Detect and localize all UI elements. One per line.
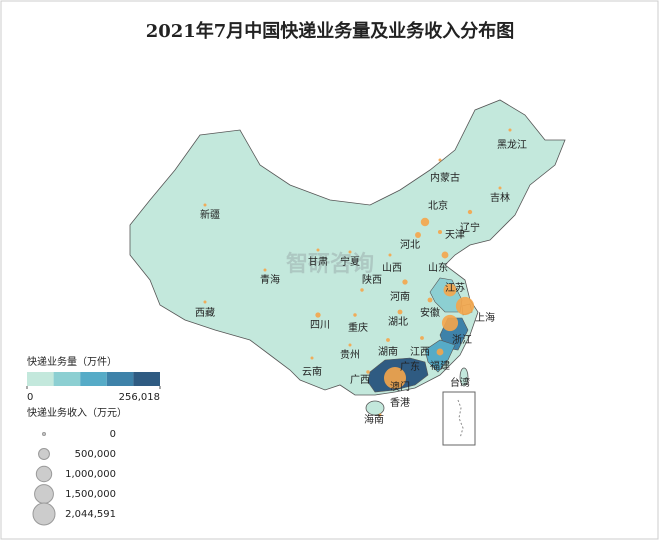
revenue-bubble bbox=[378, 413, 382, 417]
color-swatch bbox=[133, 372, 160, 386]
revenue-bubble bbox=[498, 186, 502, 190]
revenue-bubble bbox=[467, 209, 473, 215]
province-label: 北京 bbox=[428, 199, 448, 212]
revenue-bubble bbox=[402, 279, 408, 285]
province-label: 山东 bbox=[428, 261, 448, 274]
revenue-bubble bbox=[348, 250, 352, 254]
revenue-bubble bbox=[441, 314, 459, 332]
province-label: 四川 bbox=[310, 320, 330, 331]
province-label: 湖南 bbox=[378, 345, 398, 358]
revenue-bubble bbox=[203, 300, 207, 304]
revenue-bubble bbox=[415, 232, 421, 238]
revenue-bubble bbox=[397, 309, 403, 315]
revenue-bubble bbox=[263, 268, 267, 272]
revenue-bubble bbox=[315, 312, 321, 318]
size-label: 1,000,000 bbox=[65, 469, 116, 480]
province-label: 上海 bbox=[475, 311, 495, 324]
province-label: 辽宁 bbox=[460, 221, 480, 234]
size-label: 500,000 bbox=[75, 449, 116, 460]
province-label: 香港 bbox=[390, 397, 410, 409]
revenue-bubble bbox=[441, 251, 449, 259]
revenue-bubble bbox=[316, 248, 320, 252]
size-swatch bbox=[38, 448, 50, 460]
province-label: 宁夏 bbox=[340, 255, 360, 268]
province-label: 广西 bbox=[350, 374, 370, 386]
province-region bbox=[424, 339, 456, 373]
province-label: 福建 bbox=[430, 359, 450, 372]
title: 2021年7月中国快递业务量及业务收入分布图 bbox=[146, 20, 515, 42]
revenue-bubble bbox=[388, 253, 392, 257]
revenue-bubble bbox=[386, 338, 390, 342]
hainan-island bbox=[365, 400, 385, 416]
revenue-bubble bbox=[427, 297, 433, 303]
watermark: 智研咨询 bbox=[286, 251, 374, 277]
revenue-bubble bbox=[310, 356, 314, 360]
province-label: 内蒙古 bbox=[430, 171, 460, 184]
size-label: 0 bbox=[110, 429, 116, 440]
revenue-legend-title: 快递业务收入（万元） bbox=[27, 406, 127, 419]
color-tick-label: 256,018 bbox=[119, 392, 160, 403]
size-label: 1,500,000 bbox=[65, 489, 116, 500]
province-label: 浙江 bbox=[452, 334, 472, 346]
revenue-bubble bbox=[384, 367, 406, 389]
size-swatch bbox=[42, 432, 46, 436]
revenue-bubble bbox=[353, 313, 357, 317]
province-label: 江西 bbox=[410, 346, 430, 358]
province-label: 海南 bbox=[364, 413, 384, 426]
province-label: 天津 bbox=[445, 229, 465, 241]
province-label: 湖北 bbox=[388, 316, 408, 328]
size-label: 2,044,591 bbox=[65, 509, 116, 520]
province-label: 青海 bbox=[260, 273, 280, 286]
province-label: 贵州 bbox=[340, 348, 360, 361]
province-label: 山西 bbox=[382, 262, 402, 274]
south-sea-inset bbox=[442, 391, 476, 446]
revenue-bubble bbox=[455, 296, 475, 316]
taiwan-island bbox=[459, 367, 469, 387]
revenue-bubble bbox=[438, 158, 442, 162]
province-label: 西藏 bbox=[195, 307, 215, 319]
revenue-bubble bbox=[443, 283, 457, 297]
revenue-bubble bbox=[360, 288, 364, 292]
revenue-bubble bbox=[420, 217, 430, 227]
province-label: 云南 bbox=[302, 365, 322, 378]
revenue-bubble bbox=[203, 203, 207, 207]
revenue-bubble bbox=[420, 336, 424, 340]
province-label: 陕西 bbox=[362, 273, 382, 286]
color-swatch bbox=[80, 372, 107, 386]
color-tick-label: 0 bbox=[27, 392, 33, 403]
revenue-bubble bbox=[508, 128, 512, 132]
province-label: 安徽 bbox=[420, 306, 440, 319]
province-label: 江苏 bbox=[445, 281, 465, 294]
province-label: 广东 bbox=[400, 360, 420, 373]
revenue-bubble bbox=[436, 348, 444, 356]
province-label: 河北 bbox=[400, 239, 420, 251]
size-swatch bbox=[35, 465, 53, 483]
size-swatch bbox=[34, 484, 54, 504]
inset-dashes bbox=[457, 399, 464, 439]
province-label: 吉林 bbox=[490, 191, 510, 204]
province-label: 重庆 bbox=[348, 321, 368, 334]
province-label: 黑龙江 bbox=[497, 138, 527, 151]
color-swatch bbox=[53, 372, 81, 386]
revenue-bubble bbox=[348, 343, 352, 347]
province-label: 新疆 bbox=[200, 208, 220, 221]
province-label: 河南 bbox=[390, 290, 410, 303]
province-label: 台湾 bbox=[450, 376, 470, 389]
revenue-bubble bbox=[366, 370, 370, 374]
size-swatch bbox=[32, 502, 56, 526]
color-swatch bbox=[106, 372, 134, 386]
province-label: 甘肃 bbox=[308, 255, 328, 268]
volume-legend-title: 快递业务量（万件） bbox=[27, 355, 117, 368]
province-label: 澳门 bbox=[390, 380, 410, 393]
color-swatch bbox=[27, 372, 54, 386]
revenue-bubble bbox=[437, 229, 443, 235]
